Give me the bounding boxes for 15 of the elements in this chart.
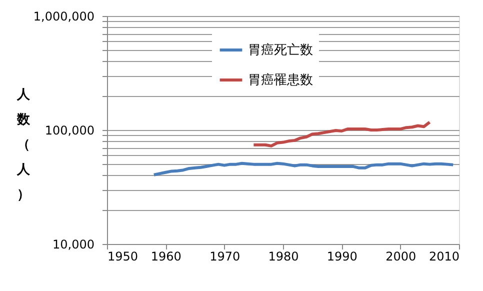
line-series — [152, 162, 455, 176]
line-series — [252, 120, 432, 148]
x-tick-label: 1960 — [150, 250, 182, 264]
x-tick-label: 1990 — [326, 250, 358, 264]
y-tick-label: 10,000 — [52, 238, 94, 252]
y-tick-label: 1,000,000 — [33, 10, 94, 24]
x-tick-label: 2010 — [428, 250, 460, 264]
x-tick-label: 1980 — [268, 250, 299, 264]
x-tick-label: 1950 — [108, 250, 138, 264]
y-tick-label: 100,000 — [44, 124, 94, 138]
legend-label: 胃癌死亡数 — [248, 42, 313, 58]
y-axis-title: 人数（人） — [16, 88, 31, 202]
x-tick-label: 2000 — [386, 250, 416, 264]
legend-label: 胃癌罹患数 — [248, 73, 313, 88]
x-tick-label: 1970 — [210, 250, 240, 264]
